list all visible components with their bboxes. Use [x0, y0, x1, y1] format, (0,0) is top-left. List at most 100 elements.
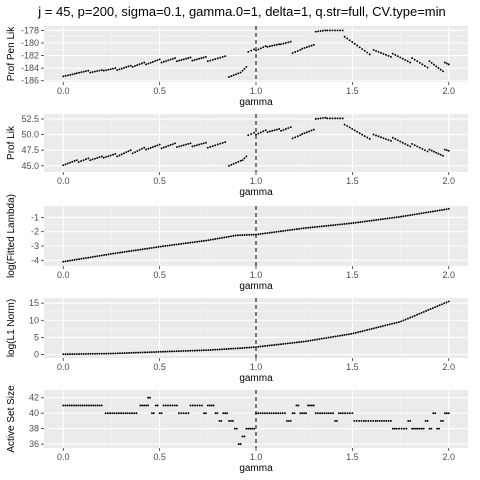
data-point: [375, 135, 377, 137]
data-point: [247, 51, 249, 53]
data-point: [299, 134, 301, 136]
data-point: [369, 53, 371, 55]
data-point: [185, 412, 187, 414]
data-point: [274, 44, 276, 46]
data-point: [271, 344, 273, 346]
data-point: [390, 56, 392, 58]
data-point: [180, 412, 182, 414]
data-point: [174, 405, 176, 407]
y-axis-label: Active Set Size: [6, 385, 17, 453]
data-point: [207, 60, 209, 62]
data-point: [271, 232, 273, 234]
data-point: [69, 162, 71, 164]
data-point: [148, 247, 150, 249]
data-point: [328, 337, 330, 339]
data-point: [126, 352, 128, 354]
data-point: [385, 54, 387, 56]
data-point: [80, 71, 82, 73]
data-point: [144, 351, 146, 353]
data-point: [71, 405, 73, 407]
data-point: [187, 143, 189, 145]
data-point: [253, 428, 255, 430]
data-point: [346, 38, 348, 40]
data-point: [251, 234, 253, 236]
data-point: [99, 353, 101, 355]
x-tick-label: 1.0: [250, 176, 263, 186]
data-point: [217, 412, 219, 414]
data-point: [339, 117, 341, 119]
data-point: [150, 147, 152, 149]
data-point: [444, 149, 446, 151]
data-point: [182, 350, 184, 352]
data-point: [423, 428, 425, 430]
data-point: [276, 44, 278, 46]
data-point: [83, 257, 85, 259]
y-tick-label: 45.0: [21, 161, 39, 171]
data-point: [92, 71, 94, 73]
data-point: [346, 223, 348, 225]
data-point: [396, 322, 398, 324]
y-axis-label: Prof Pen Lik: [6, 26, 17, 81]
data-point: [262, 130, 264, 132]
x-tick-label: 1.5: [346, 86, 359, 96]
data-point: [250, 133, 252, 135]
data-point: [152, 146, 154, 148]
data-point: [245, 66, 247, 68]
data-point: [442, 155, 444, 157]
data-point: [125, 412, 127, 414]
data-point: [337, 117, 339, 119]
data-point: [133, 352, 135, 354]
data-point: [105, 412, 107, 414]
data-point: [414, 315, 416, 317]
data-point: [174, 142, 176, 144]
data-point: [90, 405, 92, 407]
data-point: [392, 53, 394, 55]
data-point: [240, 72, 242, 74]
data-point: [230, 75, 232, 77]
data-point: [317, 118, 319, 120]
data-point: [288, 420, 290, 422]
data-point: [130, 149, 132, 151]
data-point: [380, 136, 382, 138]
data-point: [444, 62, 446, 64]
data-point: [158, 246, 160, 248]
data-point: [217, 238, 219, 240]
data-point: [76, 72, 78, 74]
data-point: [283, 129, 285, 131]
data-point: [189, 242, 191, 244]
data-point: [167, 351, 169, 353]
data-point: [87, 157, 89, 159]
data-point: [394, 428, 396, 430]
data-point: [251, 428, 253, 430]
data-point: [259, 412, 261, 414]
data-point: [176, 243, 178, 245]
data-point: [196, 241, 198, 243]
data-point: [80, 353, 82, 355]
data-point: [132, 152, 134, 154]
data-point: [203, 57, 205, 59]
data-point: [390, 420, 392, 422]
data-point: [69, 74, 71, 76]
data-point: [292, 412, 294, 414]
data-point: [190, 142, 192, 144]
data-point: [235, 235, 237, 237]
data-point: [398, 216, 400, 218]
y-tick-label: 50.0: [21, 130, 39, 140]
data-point: [306, 46, 308, 48]
data-point: [266, 412, 268, 414]
data-point: [393, 322, 395, 324]
y-tick-label: -4: [31, 255, 39, 265]
data-point: [219, 143, 221, 145]
data-point: [196, 350, 198, 352]
data-point: [92, 158, 94, 160]
data-point: [337, 29, 339, 31]
data-point: [176, 405, 178, 407]
data-point: [209, 60, 211, 62]
data-point: [432, 210, 434, 212]
data-point: [446, 301, 448, 303]
data-point: [194, 405, 196, 407]
data-point: [369, 138, 371, 140]
data-point: [400, 216, 402, 218]
data-point: [143, 62, 145, 64]
data-point: [359, 132, 361, 134]
